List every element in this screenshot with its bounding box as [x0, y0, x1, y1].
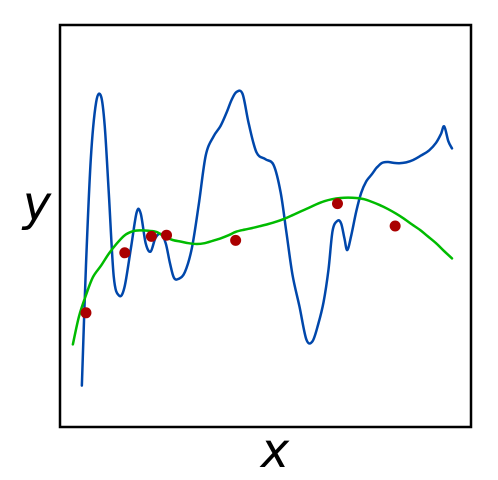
data-point [145, 230, 157, 242]
data-point [230, 234, 242, 246]
y-axis-label: y [21, 176, 52, 232]
series-layer [71, 89, 454, 387]
data-point [389, 220, 401, 232]
x-axis-label: x [259, 423, 290, 479]
data-point [119, 247, 131, 259]
data-point [161, 229, 173, 241]
data-point [331, 198, 343, 210]
data-point [80, 307, 92, 319]
series-line-2 [71, 196, 454, 346]
series-line-1 [80, 89, 454, 387]
